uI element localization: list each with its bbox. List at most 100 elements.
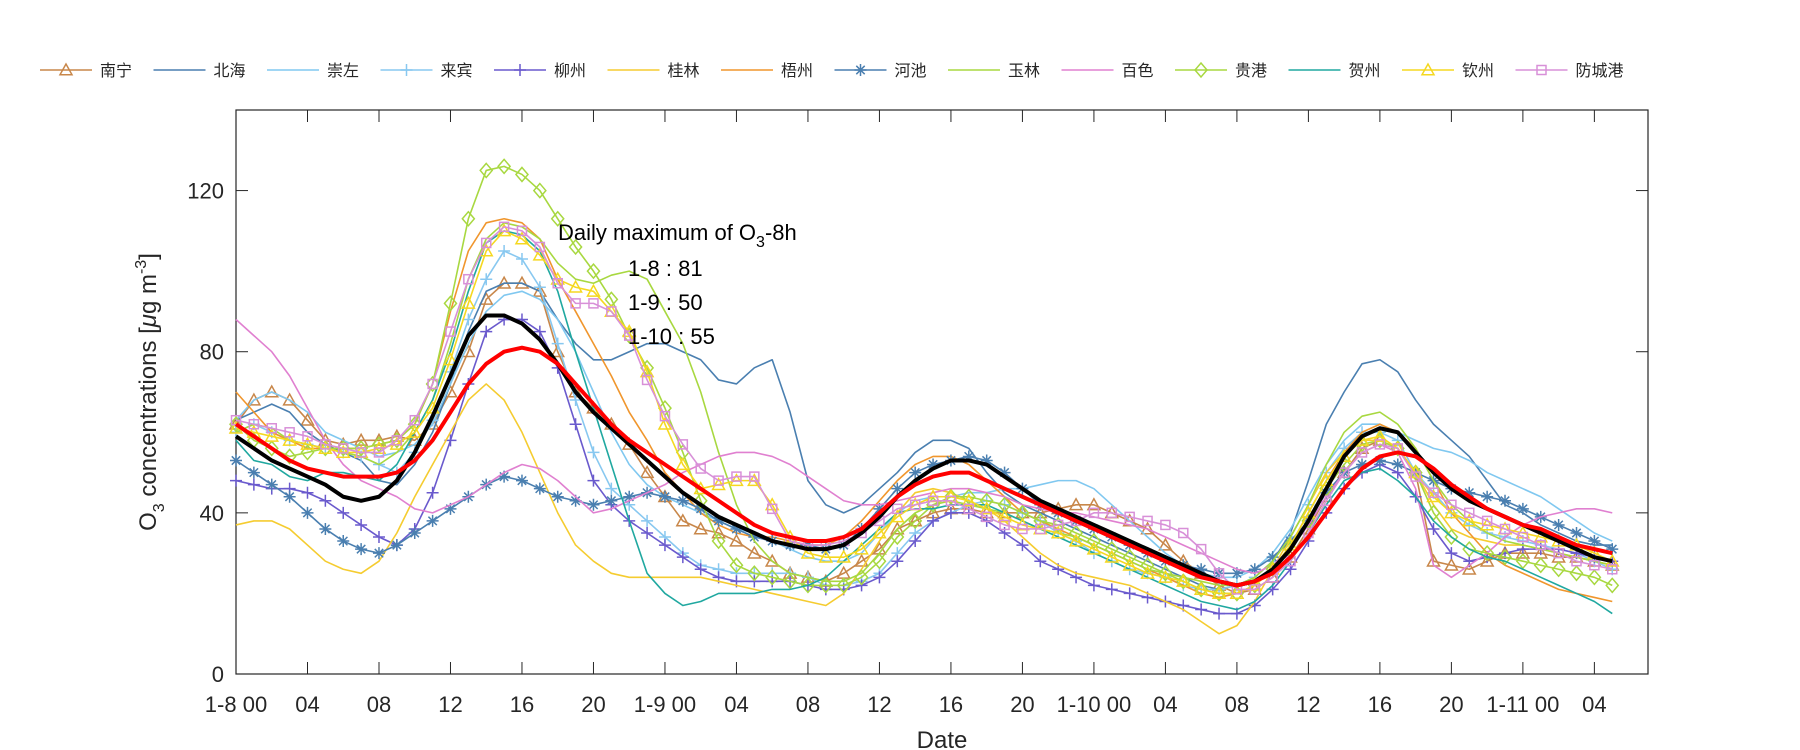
series-12-point-67 [1426, 489, 1441, 503]
series-13-point-14 [480, 237, 492, 249]
series-13-point-48 [1088, 507, 1100, 519]
series-3-point-23 [641, 514, 654, 527]
x-tick-label-0: 1-8 00 [205, 692, 267, 717]
series-13-point-50 [1124, 511, 1135, 523]
series-7-point-56 [1230, 567, 1243, 580]
series-12-point-5 [318, 440, 333, 454]
series-4-point-38 [909, 535, 922, 548]
series-12-point-16 [514, 231, 530, 245]
series-7-point-0 [230, 454, 242, 467]
series-4-point-50 [1123, 587, 1136, 600]
legend-label-0: 南宁 [100, 61, 132, 80]
x-axis-label: Date [917, 727, 968, 750]
y-tick-label-1: 40 [200, 501, 224, 526]
series-10-point-27 [711, 532, 726, 550]
series-4-point-68 [1445, 547, 1458, 560]
series-7-point-2 [265, 478, 278, 491]
annotation-title: Daily maximum of O3-8h [558, 220, 797, 251]
series-13-point-72 [1517, 531, 1529, 543]
series-13-point-41 [963, 503, 975, 515]
series-13-point-75 [1571, 555, 1582, 567]
x-tick-label-1: 04 [295, 692, 319, 717]
annotation-line-2: 1-9 : 50 [628, 290, 703, 315]
legend-item-6: 梧州 [721, 61, 813, 80]
series-0-point-68 [1444, 557, 1459, 571]
y-axis-label: O3 concentrations [μg m-3] [133, 253, 168, 531]
series-4-point-36 [873, 571, 886, 584]
series-7-point-24 [658, 490, 671, 503]
legend-label-9: 百色 [1122, 61, 1154, 80]
legend-label-12: 钦州 [1462, 61, 1494, 80]
series-10-point-31 [783, 573, 798, 590]
legend-item-12: 钦州 [1402, 61, 1494, 80]
series-7-point-4 [301, 506, 314, 519]
series-7-point-29 [748, 531, 761, 544]
series-13-point-67 [1428, 487, 1439, 498]
series-12-point-37 [890, 509, 905, 523]
series-4-point-11 [426, 486, 439, 499]
series-4-point-48 [1087, 579, 1100, 592]
series-0-point-25 [675, 513, 691, 527]
series-13-point-74 [1553, 547, 1564, 559]
series-13-point-26 [695, 463, 706, 474]
series-7-point-70 [1481, 490, 1494, 503]
series-10-point-73 [1533, 557, 1548, 574]
series-line-6 [235, 217, 1613, 603]
series-12-point-48 [1086, 541, 1102, 555]
legend-item-3: 来宾 [380, 61, 473, 80]
legend-label-8: 玉林 [1008, 61, 1040, 80]
series-0-point-48 [1086, 497, 1102, 511]
series-13-point-30 [766, 503, 778, 515]
series-12-point-10 [407, 424, 423, 438]
series-13-point-6 [337, 443, 349, 454]
series-13-point-57 [1249, 584, 1261, 595]
legend-label-5: 桂林 [668, 61, 700, 80]
series-13-point-68 [1446, 499, 1457, 511]
series-13-point-53 [1178, 527, 1189, 539]
series-13-point-9 [391, 435, 403, 446]
series-10-point-35 [854, 569, 869, 586]
series-13-point-15 [498, 221, 510, 233]
series-12-point-52 [1158, 569, 1173, 583]
series-10-point-74 [1551, 561, 1566, 578]
series-12-point-9 [389, 436, 405, 450]
series-7-point-25 [676, 494, 689, 507]
legend-item-9: 百色 [1061, 61, 1154, 80]
series-10-point-72 [1515, 553, 1530, 570]
series-0-point-52 [1158, 537, 1173, 551]
legend-item-13: 防城港 [1515, 61, 1624, 80]
legend-item-2: 崇左 [267, 61, 359, 80]
series-4-point-6 [337, 506, 350, 519]
legend-item-10: 贵港 [1175, 61, 1267, 80]
series-7-point-37 [891, 482, 904, 495]
series-10-point-19 [568, 238, 583, 256]
series-10-point-14 [479, 162, 494, 179]
x-tick-label-14: 08 [1225, 692, 1249, 717]
series-4-point-67 [1427, 522, 1440, 535]
series-4-point-25 [676, 551, 689, 564]
series-3-point-15 [498, 245, 511, 257]
legend-label-10: 贵港 [1235, 61, 1267, 80]
series-12-point-49 [1104, 549, 1120, 563]
series-4-point-0 [230, 474, 242, 487]
legend-item-5: 桂林 [607, 61, 700, 80]
x-tick-label-9: 12 [867, 692, 891, 717]
x-tick-label-4: 16 [510, 692, 534, 717]
series-7-point-5 [319, 522, 332, 535]
series-7-point-72 [1516, 502, 1529, 515]
legend-item-8: 玉林 [948, 61, 1040, 80]
series-12-point-2 [264, 428, 280, 442]
series-10-point-4 [300, 444, 315, 461]
series-13-point-8 [373, 447, 385, 458]
series-13-point-44 [1017, 523, 1028, 535]
legend-label-11: 贺州 [1349, 61, 1381, 80]
series-7-point-8 [372, 547, 385, 560]
series-12-point-32 [800, 545, 816, 559]
series-12-point-68 [1444, 505, 1459, 519]
series-4-point-45 [1034, 555, 1047, 568]
series-13-point-54 [1195, 543, 1207, 555]
series-13-point-51 [1142, 515, 1153, 527]
series-10-point-20 [586, 262, 601, 280]
series-3-point-16 [515, 253, 528, 266]
series-7-point-15 [498, 470, 511, 483]
